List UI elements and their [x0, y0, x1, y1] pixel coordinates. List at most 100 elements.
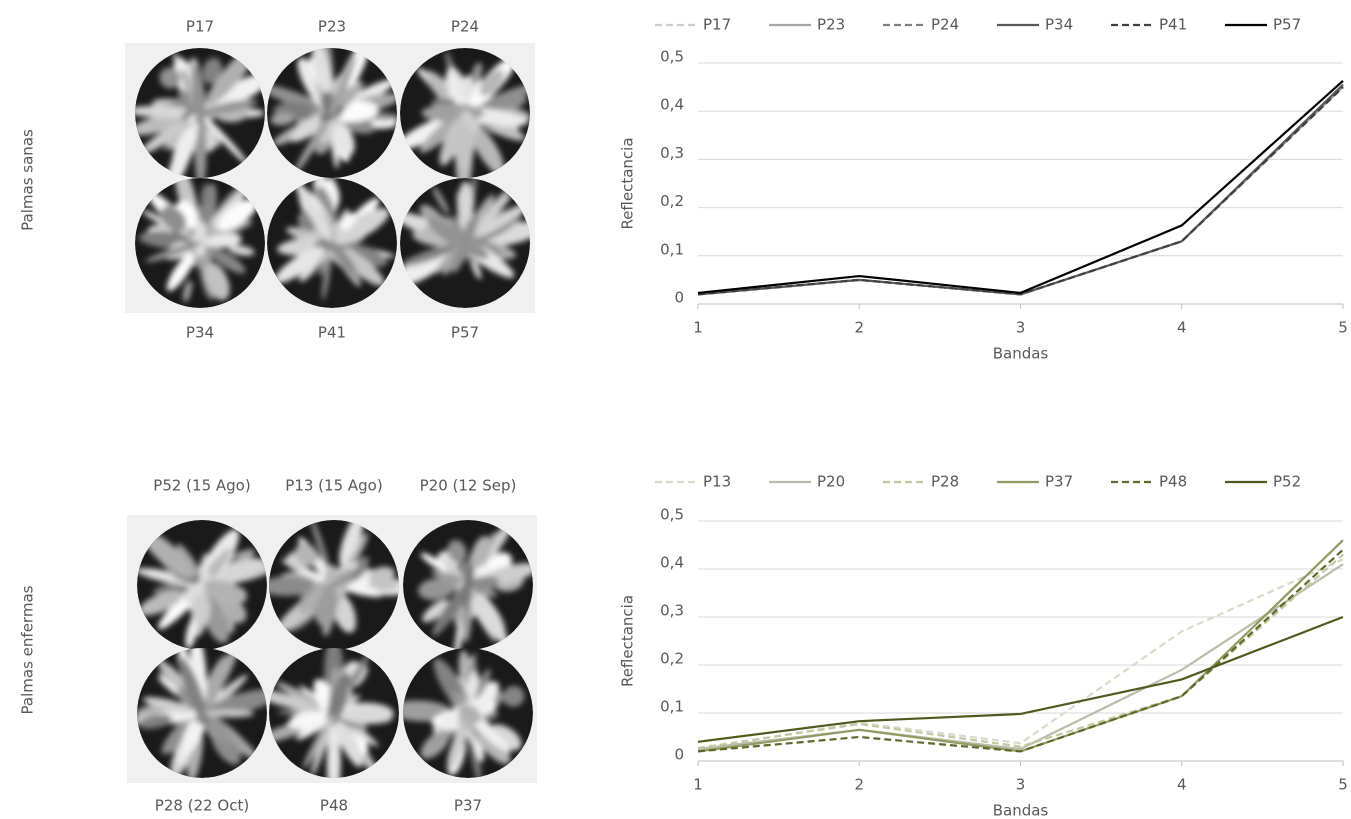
- streak: [328, 239, 359, 278]
- streak: [326, 672, 351, 726]
- y-tick-label: 0,5: [660, 48, 684, 66]
- texture: [138, 178, 258, 302]
- palm-image: [267, 48, 397, 178]
- legend-label: P34: [1045, 16, 1073, 34]
- streak: [198, 111, 249, 166]
- series-line: [697, 615, 1344, 743]
- x-tick-label: 4: [1177, 776, 1187, 794]
- x-tick-label: 3: [1016, 319, 1026, 337]
- streak: [368, 566, 396, 584]
- streak: [269, 576, 318, 596]
- streak: [295, 180, 332, 242]
- image-label: P13 (15 Ago): [285, 477, 382, 495]
- series-line: [697, 86, 1344, 296]
- streak: [142, 697, 193, 713]
- streak: [183, 582, 205, 603]
- series-line: [697, 548, 1344, 753]
- streak: [145, 568, 173, 581]
- streak: [178, 656, 209, 728]
- image-label: P20 (12 Sep): [420, 477, 517, 495]
- streak: [452, 213, 478, 273]
- streak: [137, 714, 173, 729]
- palm-image: [137, 648, 267, 778]
- streak: [502, 686, 525, 707]
- legend-label: P24: [931, 16, 959, 34]
- texture: [267, 48, 397, 174]
- streak: [274, 247, 324, 284]
- y-tick-label: 0: [674, 289, 684, 307]
- legend-label: P13: [703, 473, 731, 491]
- x-tick-label: 5: [1338, 776, 1348, 794]
- streak: [488, 724, 522, 751]
- streak: [474, 668, 491, 699]
- y-tick-label: 0,5: [660, 506, 684, 524]
- streak: [457, 181, 474, 232]
- palm-image: [400, 48, 530, 178]
- legend-label: P28: [931, 473, 959, 491]
- streak: [346, 584, 381, 597]
- series-line: [697, 563, 1344, 751]
- streak: [203, 262, 230, 301]
- streak: [337, 707, 393, 724]
- palm-image: [403, 520, 533, 650]
- x-tick-label: 1: [693, 319, 703, 337]
- streak: [473, 203, 529, 239]
- series-line: [697, 558, 1344, 751]
- streak: [201, 579, 247, 605]
- streak: [312, 48, 332, 93]
- palm-image: [135, 178, 265, 308]
- streak: [335, 245, 385, 286]
- series-line: [697, 83, 1344, 296]
- image-label: P57: [451, 324, 479, 342]
- palm-image: [400, 178, 530, 308]
- streak: [187, 727, 204, 778]
- texture: [269, 520, 399, 637]
- palm-image: [269, 648, 399, 778]
- image-label: P48: [320, 797, 348, 815]
- legend-label: P48: [1159, 473, 1187, 491]
- streak: [158, 675, 179, 694]
- y-tick-label: 0,1: [660, 698, 684, 716]
- streak: [426, 217, 489, 260]
- streak: [439, 115, 467, 166]
- streak: [331, 124, 355, 157]
- streak: [193, 219, 207, 258]
- y-tick-label: 0,4: [660, 554, 684, 572]
- series-line: [697, 86, 1344, 296]
- palm-image: [403, 648, 533, 778]
- streak: [330, 55, 357, 116]
- legend-label: P57: [1273, 16, 1301, 34]
- streak: [458, 704, 481, 725]
- legend-label: P41: [1159, 16, 1187, 34]
- streak: [185, 617, 198, 649]
- image-label: P34: [186, 324, 214, 342]
- image-label: P37: [454, 797, 482, 815]
- streak: [159, 67, 181, 89]
- row-label: Palmas enfermas: [19, 585, 37, 714]
- texture: [403, 650, 525, 778]
- streak: [403, 700, 452, 722]
- streak: [200, 183, 211, 208]
- streak: [467, 671, 480, 698]
- streak: [462, 553, 475, 610]
- x-tick-label: 1: [693, 776, 703, 794]
- series-line: [697, 553, 1344, 750]
- texture: [269, 648, 394, 778]
- y-tick-label: 0,1: [660, 240, 684, 258]
- series-line: [697, 86, 1344, 296]
- texture: [400, 178, 530, 287]
- streak: [295, 542, 318, 567]
- streak: [202, 57, 223, 84]
- streak: [469, 576, 500, 591]
- streak: [322, 570, 357, 593]
- streak: [418, 578, 454, 601]
- streak: [471, 62, 483, 85]
- y-tick-label: 0,3: [660, 144, 684, 162]
- image-label: P28 (22 Oct): [155, 797, 249, 815]
- streak: [313, 588, 332, 615]
- streak: [160, 206, 187, 232]
- palm-image: [267, 178, 397, 308]
- series-line: [697, 539, 1344, 753]
- streak: [191, 64, 206, 128]
- texture: [274, 178, 396, 301]
